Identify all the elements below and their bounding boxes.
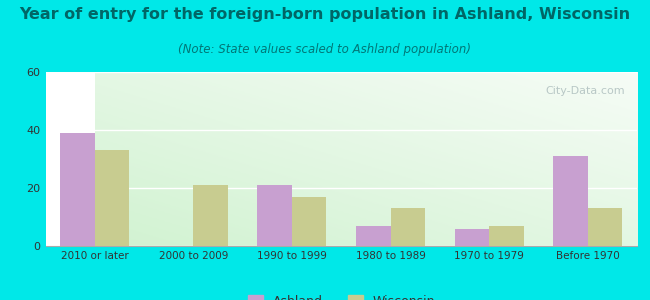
Bar (356, 226, 391, 246)
Bar (257, 185, 292, 246)
Text: City-Data.com: City-Data.com (545, 86, 625, 96)
Bar (553, 156, 588, 246)
Bar (60, 133, 95, 246)
Text: (Note: State values scaled to Ashland population): (Note: State values scaled to Ashland po… (179, 44, 471, 56)
Bar (588, 208, 622, 246)
Text: Year of entry for the foreign-born population in Ashland, Wisconsin: Year of entry for the foreign-born popul… (20, 8, 630, 22)
Bar (194, 185, 228, 246)
Legend: Ashland, Wisconsin: Ashland, Wisconsin (242, 290, 440, 300)
Bar (454, 229, 489, 246)
Bar (95, 150, 129, 246)
Bar (292, 197, 326, 246)
Bar (489, 226, 524, 246)
Bar (391, 208, 425, 246)
